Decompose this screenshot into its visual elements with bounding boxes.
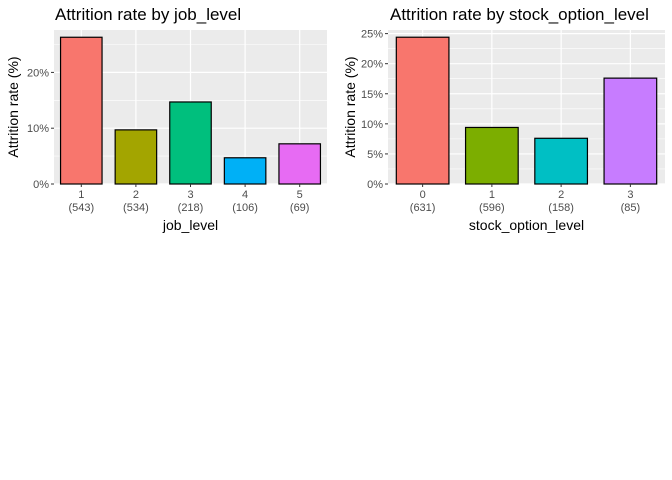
x-tick-label: 4 [242,189,248,201]
x-tick-label: 0 [420,189,426,201]
x-axis-title: stock_option_level [469,217,584,233]
x-tick-label: 3 [627,189,633,201]
y-tick-label: 0% [33,179,49,191]
bar-4 [223,157,267,185]
x-axis-title: job_level [162,217,218,233]
x-tick-label: 2 [133,189,139,201]
x-tick-label: 3 [187,189,193,201]
y-axis-title: Attrition rate (%) [5,56,21,157]
y-tick-label: 25% [361,29,383,41]
x-tick-count-label: (106) [232,202,258,214]
y-tick-label: 0% [367,179,383,191]
y-tick-label: 20% [361,59,383,71]
bar-1 [464,126,519,185]
x-tick-label: 2 [558,189,564,201]
x-tick-label: 1 [78,189,84,201]
x-tick-count-label: (543) [68,202,94,214]
y-axis-title: Attrition rate (%) [342,56,358,157]
y-tick-label: 10% [27,123,49,135]
bar-2 [534,137,589,185]
x-tick-count-label: (596) [479,202,505,214]
y-tick-label: 20% [27,67,49,79]
y-tick-label: 10% [361,119,383,131]
bar-0 [395,36,450,185]
bar-5 [278,143,322,185]
job-level-chart: 0% 10% 20% 1(543) 2(534) 3(218) 4(106) 5(69) Att… [5,5,327,233]
chart-title: Attrition rate by stock_option_level [390,5,649,24]
x-tick-count-label: (631) [410,202,436,214]
y-tick-label: 5% [367,149,383,161]
x-tick-label: 5 [297,189,303,201]
stock-option-level-chart: 0% 5% 10% 15% 20% 25% 0(631) 1(596) 2(158) 3(85) A… [342,5,665,233]
x-tick-count-label: (69) [290,202,310,214]
bar-3 [169,101,212,185]
y-tick-label: 15% [361,89,383,101]
bar-2 [114,129,158,185]
x-tick-label: 1 [489,189,495,201]
bar-1 [59,36,103,185]
chart-title: Attrition rate by job_level [55,5,241,24]
x-tick-count-label: (158) [548,202,574,214]
bar-3 [603,77,658,185]
x-tick-count-label: (85) [621,202,641,214]
x-tick-count-label: (218) [178,202,204,214]
x-tick-count-label: (534) [123,202,149,214]
